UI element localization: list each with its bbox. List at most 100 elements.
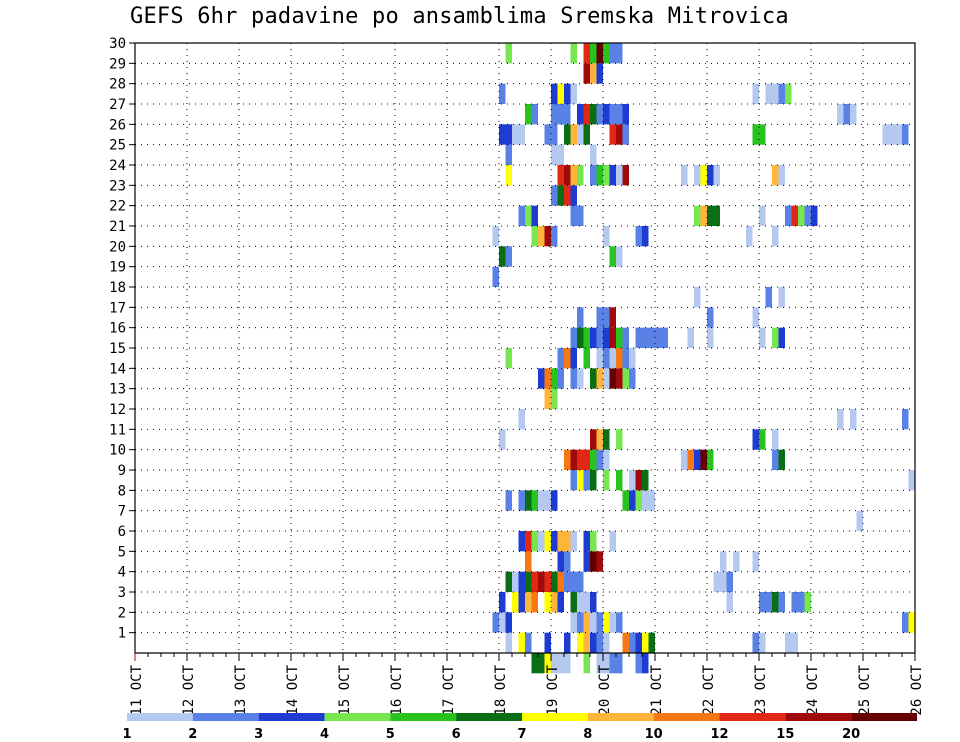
heatmap-cell [850,409,857,430]
heatmap-cell [505,571,512,592]
colorbar-label: 15 [776,727,794,742]
heatmap-cell [512,124,519,145]
y-tick-label: 10 [109,443,126,459]
heatmap-cell [531,571,538,592]
heatmap-cell [596,632,603,653]
heatmap-cell [791,632,798,653]
heatmap-cell [525,551,532,572]
y-tick-label: 8 [118,483,126,499]
y-tick-label: 23 [109,178,126,194]
heatmap-cell [590,104,597,125]
heatmap-cell [804,205,811,226]
heatmap-cell [583,653,590,674]
heatmap-cell [609,368,616,389]
heatmap-cell [557,653,564,674]
colorbar-segment [851,713,917,721]
heatmap-cell [596,368,603,389]
x-tick-label: 21 OCT [649,664,665,715]
heatmap-cell [622,104,629,125]
y-tick-label: 6 [118,524,126,540]
heatmap-cell [629,368,636,389]
heatmap-cell [544,531,551,552]
y-tick-label: 22 [109,199,126,215]
heatmap-cell [596,653,603,674]
y-tick-label: 1 [118,626,126,642]
heatmap-cell [518,205,525,226]
heatmap-cell [564,104,571,125]
heatmap-cell [590,144,597,165]
heatmap-cell [622,348,629,369]
heatmap-cell [609,531,616,552]
heatmap-cell [772,327,779,348]
heatmap-cell [531,653,538,674]
heatmap-cell [609,165,616,186]
heatmap-cell [564,571,571,592]
heatmap-cell [642,327,649,348]
chart-title: GEFS 6hr padavine po ansamblima Sremska … [130,4,789,29]
heatmap-cell [895,124,902,145]
heatmap-cell [902,124,909,145]
colorbar-label: 3 [254,727,263,742]
heatmap-cell [616,246,623,267]
heatmap-cell [577,612,584,633]
heatmap-cell [635,327,642,348]
colorbar-label: 1 [122,727,131,742]
colorbar-segment [522,713,588,721]
heatmap-cell [557,592,564,613]
heatmap-cell [570,43,577,64]
colorbar-segment [456,713,522,721]
heatmap-cell [525,490,532,511]
x-tick-label: 12 OCT [181,664,197,715]
x-tick-label: 11 OCT [129,664,145,715]
heatmap-cell [544,592,551,613]
heatmap-cell [791,205,798,226]
heatmap-cell [772,592,779,613]
heatmap-cell [590,63,597,84]
heatmap-cell [583,63,590,84]
heatmap-cell [746,226,753,247]
heatmap-cell [635,653,642,674]
heatmap-cell [492,612,499,633]
heatmap-cell [765,287,772,308]
heatmap-cell [603,632,610,653]
heatmap-cell [583,124,590,145]
y-tick-label: 29 [109,56,126,72]
heatmap-cell [635,632,642,653]
heatmap-cell [564,185,571,206]
heatmap-cell [629,490,636,511]
heatmap-cell [759,429,766,450]
heatmap-cell [551,531,558,552]
x-tick-label: 19 OCT [545,664,561,715]
heatmap-cell [622,165,629,186]
heatmap-cell [525,632,532,653]
heatmap-cell [492,226,499,247]
heatmap-cell [752,551,759,572]
heatmap-cell [525,205,532,226]
heatmap-cell [629,470,636,491]
heatmap-cell [902,409,909,430]
heatmap-cell [596,43,603,64]
heatmap-cell [570,449,577,470]
heatmap-cell [596,63,603,84]
y-tick-label: 27 [109,97,126,113]
heatmap-cell [499,592,506,613]
heatmap-cell [570,531,577,552]
heatmap-cell [908,470,915,491]
heatmap-cell [551,104,558,125]
heatmap-cell [583,348,590,369]
heatmap-cell [557,104,564,125]
heatmap-cell [856,510,863,531]
heatmap-cell [564,531,571,552]
colorbar-label: 5 [386,727,395,742]
heatmap-cell [596,348,603,369]
heatmap-cell [570,571,577,592]
x-tick-label: 24 OCT [805,664,821,715]
heatmap-cell [759,327,766,348]
x-tick-label: 16 OCT [389,664,405,715]
heatmap-cell [531,226,538,247]
heatmap-cell [733,551,740,572]
heatmap-cell [889,124,896,145]
heatmap-cell [603,429,610,450]
heatmap-cell [518,592,525,613]
heatmap-cell [544,226,551,247]
